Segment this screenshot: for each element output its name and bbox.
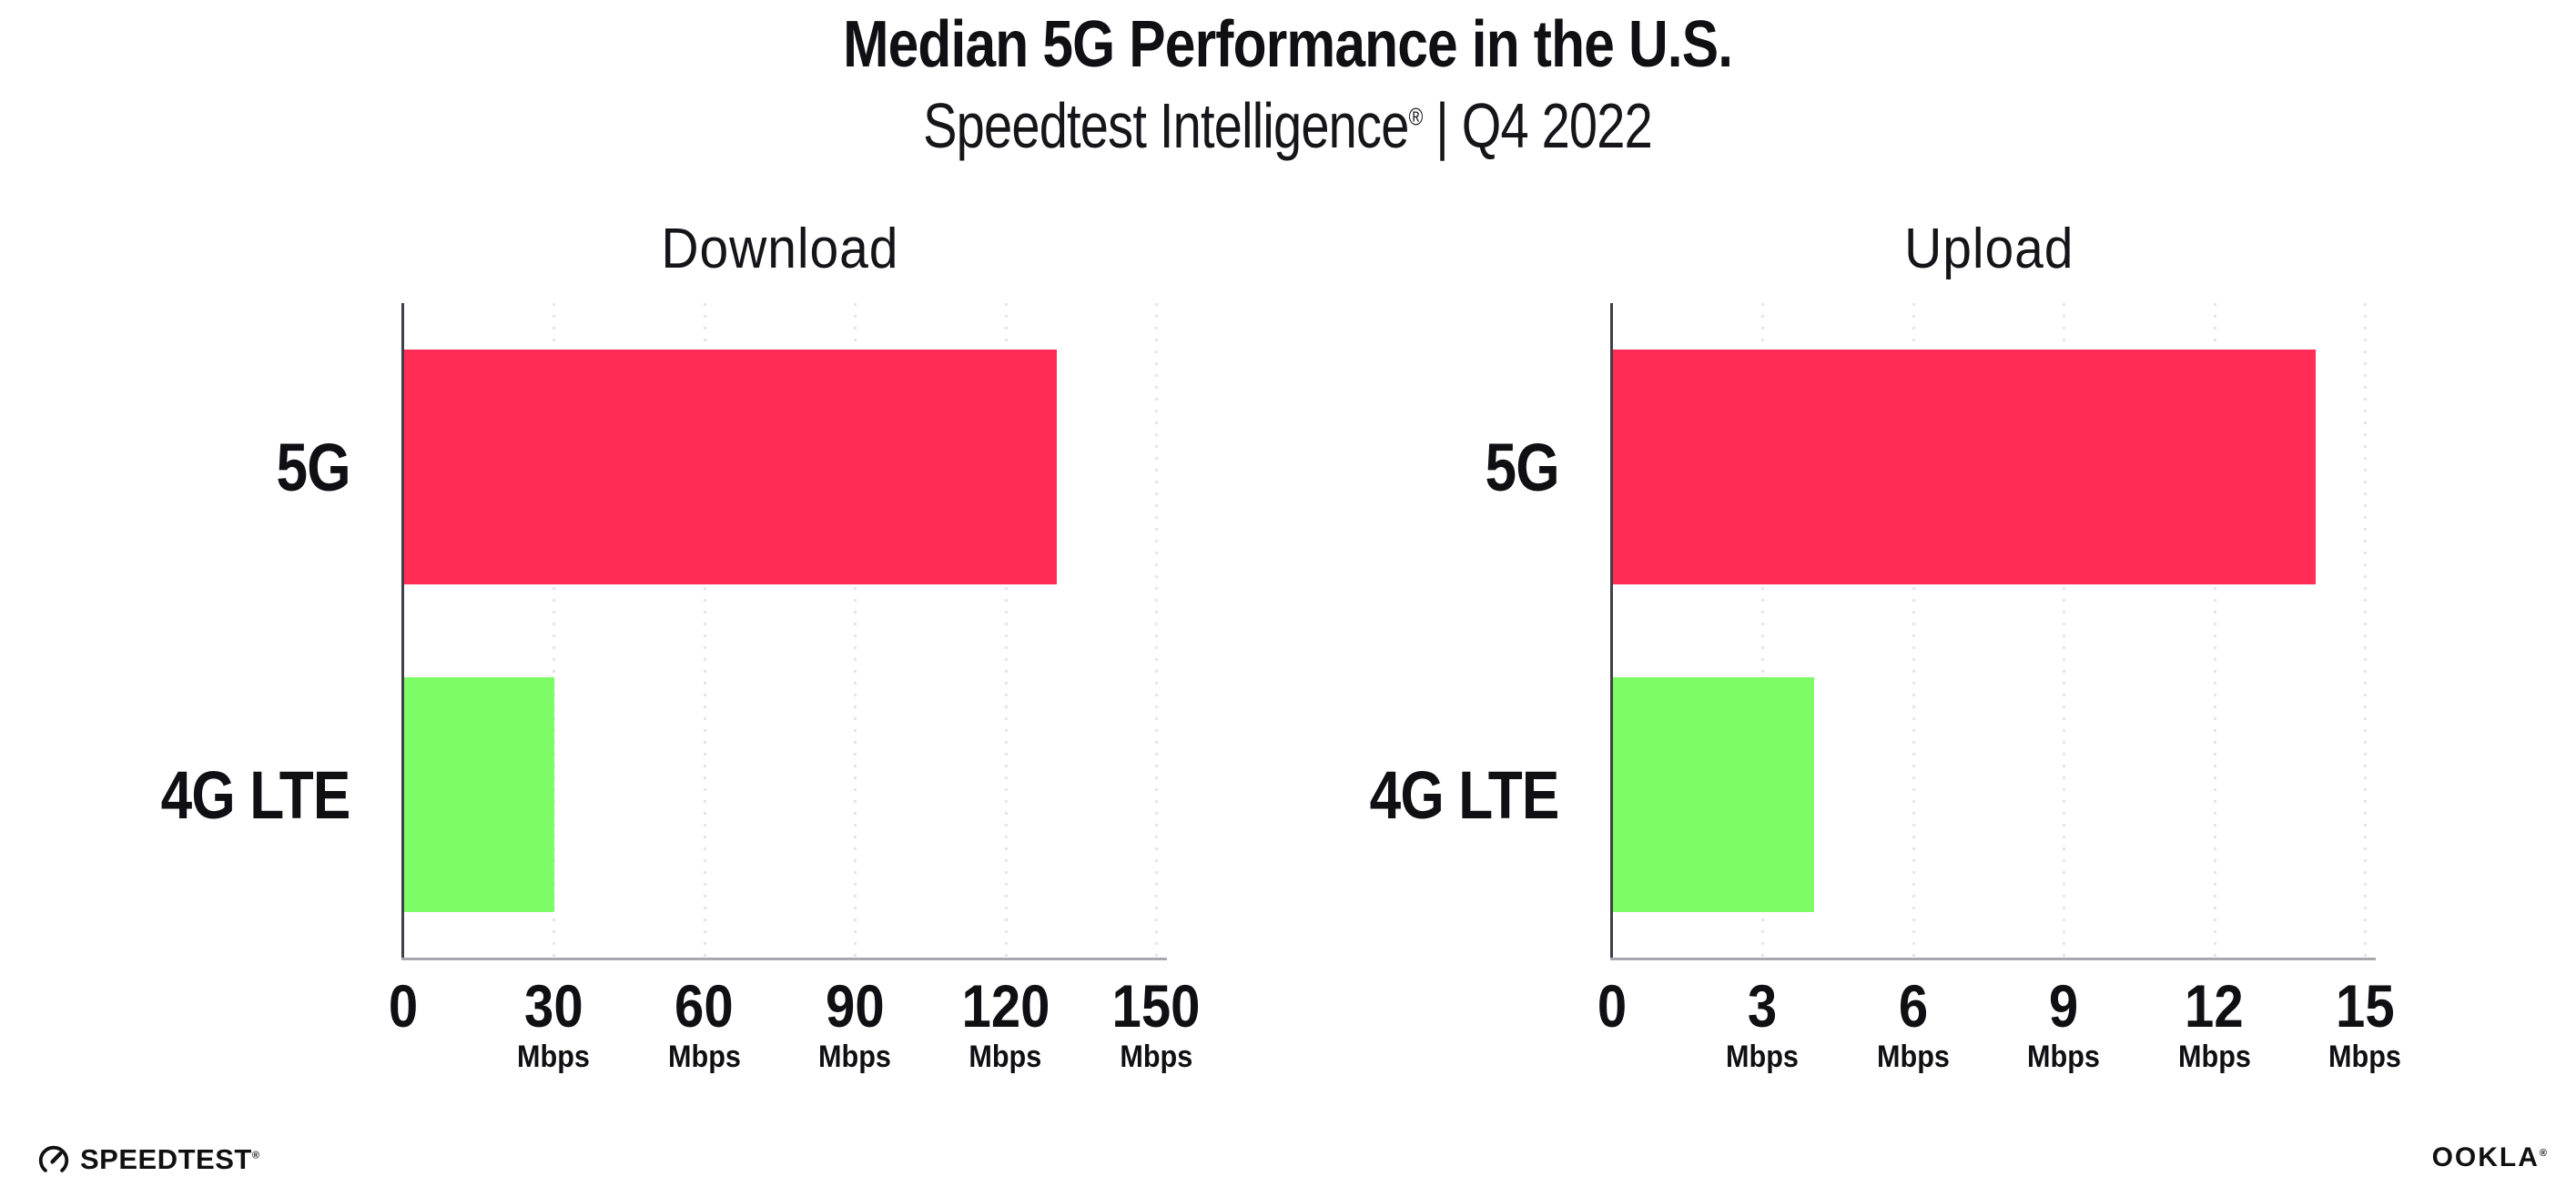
gridline bbox=[703, 303, 706, 959]
x-tick-value: 12 bbox=[2185, 972, 2244, 1040]
x-tick-value: 9 bbox=[2049, 972, 2079, 1040]
x-tick-30: 30 Mbps bbox=[513, 972, 594, 1075]
x-tick-unit: Mbps bbox=[517, 1040, 591, 1075]
x-tick-0: 0 bbox=[1596, 972, 1629, 1040]
x-tick-unit: Mbps bbox=[2328, 1040, 2401, 1075]
gridline bbox=[1155, 303, 1158, 959]
x-axis-line bbox=[1610, 958, 2376, 960]
x-tick-value: 3 bbox=[1748, 972, 1778, 1040]
registered-trademark-icon: ® bbox=[2539, 1148, 2549, 1159]
registered-trademark-icon: ® bbox=[1409, 103, 1424, 131]
x-tick-150: 150 Mbps bbox=[1106, 972, 1206, 1075]
category-label-4g-lte: 4G LTE bbox=[1257, 631, 1585, 959]
upload-chart-title: Upload bbox=[1903, 218, 2074, 280]
x-tick-120: 120 Mbps bbox=[956, 972, 1056, 1075]
x-tick-unit: Mbps bbox=[1120, 1040, 1192, 1075]
gridline bbox=[1004, 303, 1008, 959]
speedtest-gauge-icon bbox=[38, 1145, 69, 1172]
download-category-labels: 5G 4G LTE bbox=[48, 303, 376, 959]
upload-chart: Upload 5G 4G LTE 0 3 Mbps 6 Mbps 9 Mbps 12 Mbps 15… bbox=[1370, 0, 2401, 1197]
upload-x-tick-labels: 0 3 Mbps 6 Mbps 9 Mbps 12 Mbps 15 Mbps bbox=[1597, 972, 2401, 1103]
subtitle-brand: Speedtest Intelligence bbox=[923, 90, 1410, 161]
x-tick-60: 60 Mbps bbox=[664, 972, 745, 1075]
gridline bbox=[1761, 303, 1765, 959]
category-label-5g: 5G bbox=[48, 303, 376, 631]
x-tick-15: 15 Mbps bbox=[2325, 972, 2406, 1075]
category-label-4g-lte: 4G LTE bbox=[48, 631, 376, 959]
download-chart-title: Download bbox=[661, 218, 899, 280]
x-tick-6: 6 Mbps bbox=[1872, 972, 1953, 1075]
gridline bbox=[553, 303, 556, 959]
page-title: Median 5G Performance in the U.S. bbox=[843, 8, 1733, 81]
x-tick-90: 90 Mbps bbox=[815, 972, 896, 1075]
x-tick-value: 90 bbox=[825, 972, 885, 1040]
x-tick-value: 6 bbox=[1898, 972, 1928, 1040]
gridline bbox=[2364, 303, 2367, 959]
x-tick-unit: Mbps bbox=[2177, 1040, 2251, 1075]
x-tick-value: 15 bbox=[2335, 972, 2395, 1040]
gridline bbox=[2063, 303, 2066, 959]
x-tick-12: 12 Mbps bbox=[2174, 972, 2255, 1075]
bar-4g-lte bbox=[1613, 677, 1814, 912]
category-label-5g: 5G bbox=[1257, 303, 1585, 631]
download-x-tick-labels: 0 30 Mbps 60 Mbps 90 Mbps 120 Mbps 150 Mbps bbox=[389, 972, 1201, 1103]
download-plot-area bbox=[401, 303, 1167, 960]
category-label-text: 5G bbox=[276, 429, 351, 505]
speedtest-wordmark: SPEEDTEST® bbox=[80, 1143, 260, 1175]
x-tick-value: 0 bbox=[1597, 972, 1628, 1040]
gridline bbox=[854, 303, 857, 959]
category-label-text: 4G LTE bbox=[161, 756, 351, 833]
x-tick-value: 120 bbox=[961, 972, 1050, 1040]
x-tick-9: 9 Mbps bbox=[2023, 972, 2104, 1075]
category-label-text: 5G bbox=[1485, 429, 1560, 505]
x-tick-unit: Mbps bbox=[818, 1040, 892, 1075]
x-tick-unit: Mbps bbox=[1876, 1040, 1950, 1075]
x-tick-unit: Mbps bbox=[1726, 1040, 1800, 1075]
y-axis-line bbox=[1610, 303, 1613, 959]
x-tick-unit: Mbps bbox=[969, 1040, 1042, 1075]
ookla-logo: OOKLA® bbox=[2432, 1142, 2549, 1173]
bar-5g bbox=[404, 350, 1057, 584]
x-axis-line bbox=[401, 958, 1167, 960]
x-tick-unit: Mbps bbox=[2027, 1040, 2101, 1075]
x-tick-3: 3 Mbps bbox=[1722, 972, 1803, 1075]
gridline bbox=[2213, 303, 2216, 959]
ookla-wordmark: OOKLA® bbox=[2431, 1142, 2549, 1172]
bar-5g bbox=[1613, 350, 2316, 584]
x-tick-value: 60 bbox=[674, 972, 735, 1040]
speedtest-logo: SPEEDTEST® bbox=[36, 1142, 259, 1177]
download-chart: Download 5G 4G LTE 0 30 Mbps 60 Mbps 90 Mbps 120… bbox=[161, 0, 1201, 1197]
upload-category-labels: 5G 4G LTE bbox=[1257, 303, 1585, 959]
x-tick-unit: Mbps bbox=[667, 1040, 741, 1075]
x-tick-value: 30 bbox=[524, 972, 583, 1040]
subtitle-period: | Q4 2022 bbox=[1422, 90, 1654, 161]
category-label-text: 4G LTE bbox=[1370, 756, 1560, 833]
x-tick-0: 0 bbox=[387, 972, 421, 1040]
x-tick-value: 150 bbox=[1111, 972, 1201, 1040]
registered-trademark-icon: ® bbox=[251, 1150, 260, 1161]
y-axis-line bbox=[401, 303, 404, 959]
gridline bbox=[1912, 303, 1915, 959]
page-subtitle: Speedtest Intelligence® | Q4 2022 bbox=[0, 89, 2576, 162]
x-tick-value: 0 bbox=[388, 972, 419, 1040]
bar-4g-lte bbox=[404, 677, 555, 912]
upload-plot-area bbox=[1610, 303, 2376, 960]
